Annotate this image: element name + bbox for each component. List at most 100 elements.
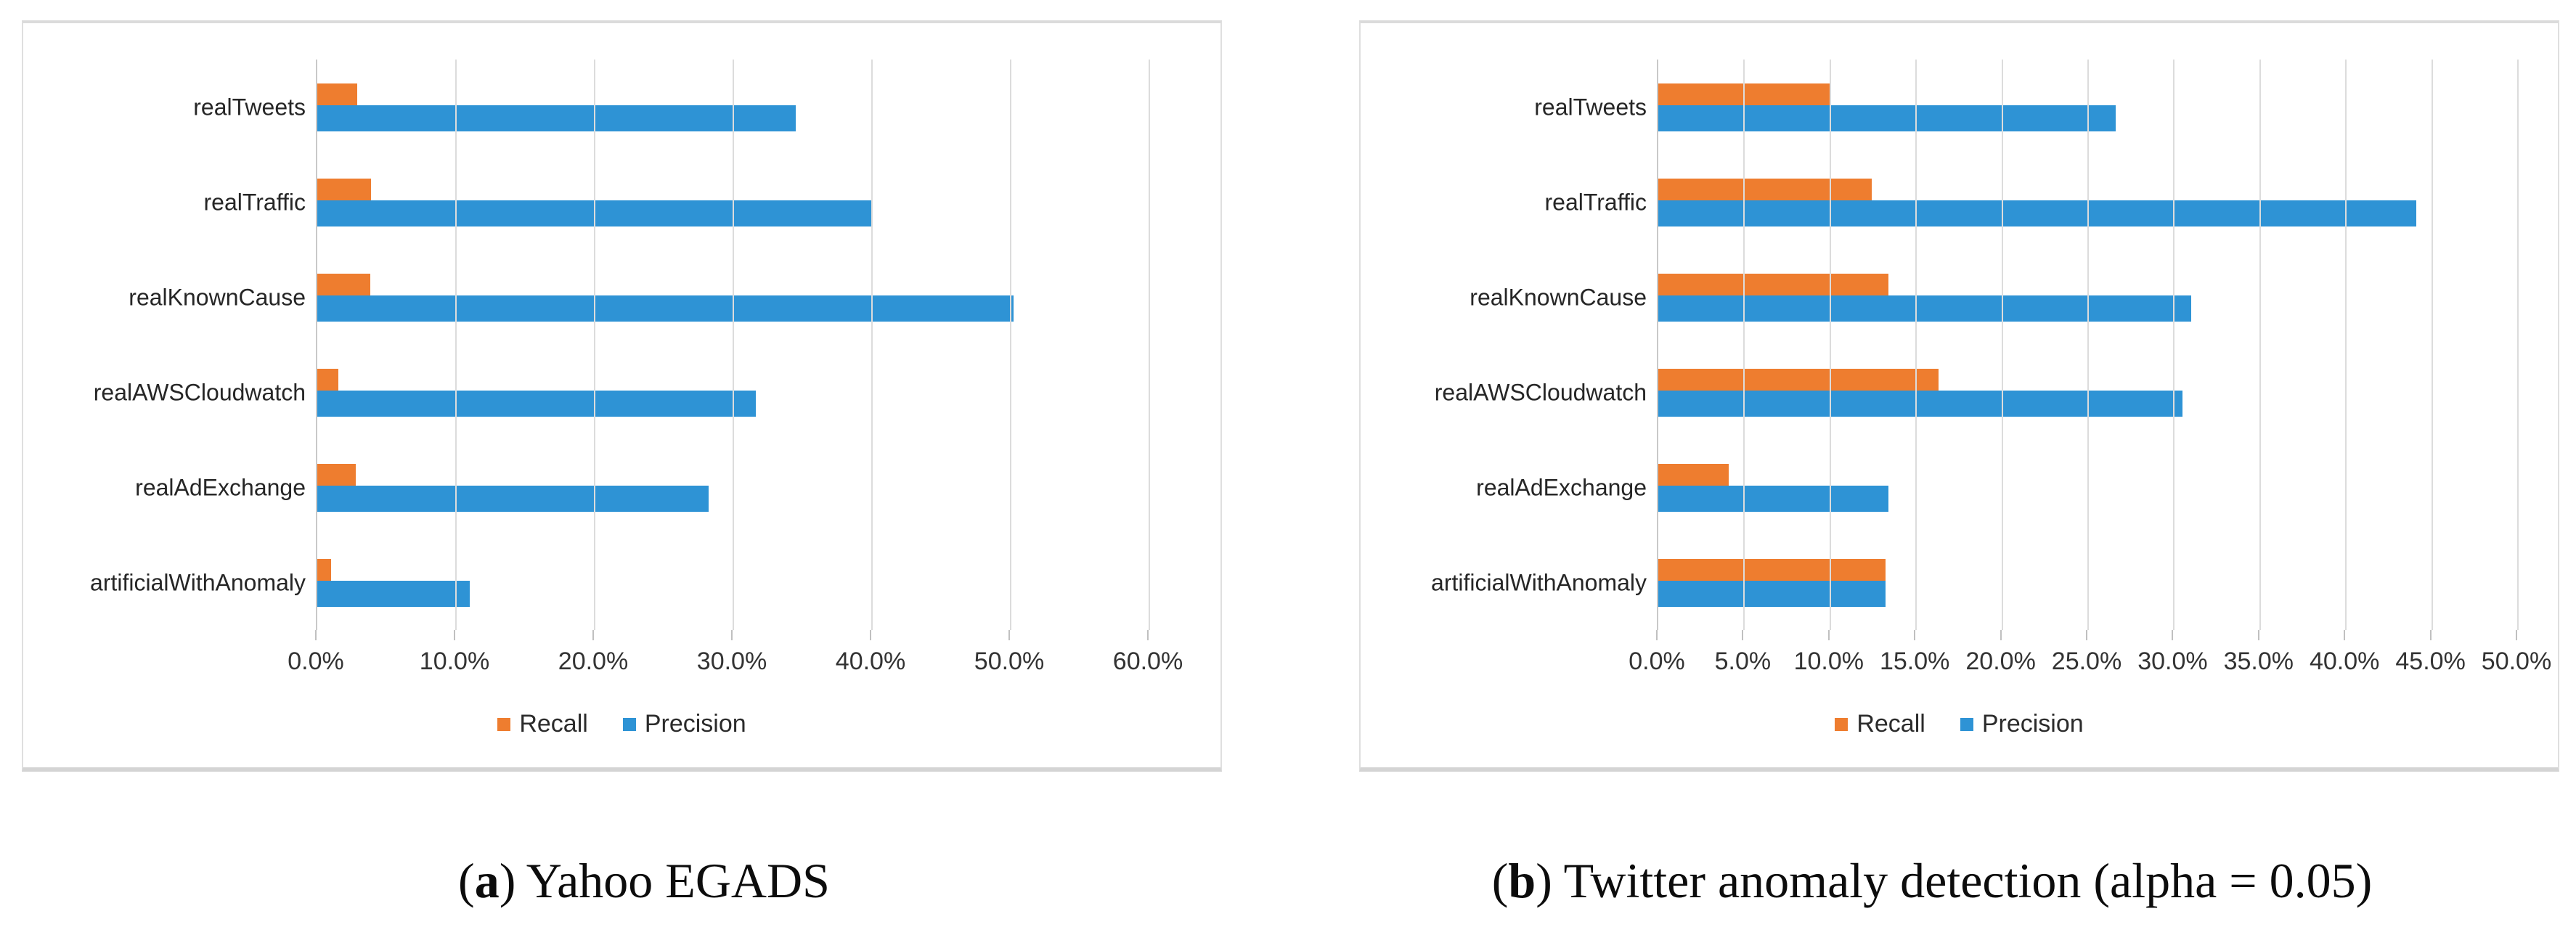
x-axis-tick xyxy=(1008,630,1010,640)
category-label: realTweets xyxy=(193,94,306,120)
x-axis-tick-label: 40.0% xyxy=(2309,648,2380,675)
precision-bar xyxy=(317,485,709,512)
recall-bar xyxy=(1658,178,1872,200)
x-axis-tick xyxy=(2344,630,2346,640)
x-axis-tick xyxy=(2257,630,2259,640)
x-axis-tick xyxy=(592,630,594,640)
recall-bar xyxy=(1658,463,1729,486)
recall-bar xyxy=(317,558,332,581)
gridline xyxy=(2431,60,2433,630)
x-axis-tick xyxy=(731,630,733,640)
precision-bar xyxy=(1658,200,2417,226)
x-axis-tick-label: 0.0% xyxy=(1629,648,1685,675)
category-label: artificialWithAnomaly xyxy=(1431,569,1647,595)
gridline xyxy=(2001,60,2003,630)
gridline xyxy=(733,60,734,630)
bar-group xyxy=(1658,273,2518,322)
gridline xyxy=(1010,60,1011,630)
x-axis-tick-label: 30.0% xyxy=(2137,648,2208,675)
chart-a-legend: Recall Precision xyxy=(23,710,1220,738)
bar-row: realKnownCause xyxy=(129,250,1149,345)
gridline xyxy=(2517,60,2519,630)
bar-row: artificialWithAnomaly xyxy=(1431,535,2518,630)
precision-bar xyxy=(1658,485,1889,512)
x-axis-tick-label: 35.0% xyxy=(2223,648,2294,675)
x-axis-tick xyxy=(2516,630,2517,640)
category-label: realAWSCloudwatch xyxy=(93,379,306,405)
precision-bar xyxy=(317,105,796,131)
precision-bar xyxy=(1658,295,2192,322)
recall-legend-label: Recall xyxy=(1856,710,1925,738)
x-axis-tick-label: 50.0% xyxy=(974,648,1045,675)
precision-bar xyxy=(1658,390,2183,417)
x-axis-tick xyxy=(1656,630,1658,640)
recall-bar xyxy=(317,463,356,486)
category-label: realKnownCause xyxy=(1470,284,1647,310)
precision-bar xyxy=(317,580,470,607)
bar-group xyxy=(317,558,1149,607)
caption-b: (b) Twitter anomaly detection (alpha = 0… xyxy=(1491,852,2373,908)
gridline xyxy=(1743,60,1745,630)
bar-row: realTraffic xyxy=(1545,155,2518,250)
x-axis-tick xyxy=(870,630,871,640)
chart-a-column: realTweets realTraffic realKnownCause realA… xyxy=(22,20,1222,908)
category-label: realAdExchange xyxy=(135,474,306,500)
recall-bar xyxy=(1658,273,1889,295)
precision-bar xyxy=(317,390,756,417)
chart-a-x-axis-ticks xyxy=(315,630,1149,640)
x-axis-tick xyxy=(1147,630,1149,640)
x-axis-tick-label: 20.0% xyxy=(558,648,629,675)
bar-row: realTweets xyxy=(193,60,1149,155)
x-axis-tick-label: 20.0% xyxy=(1965,648,2036,675)
bar-row: realKnownCause xyxy=(1470,250,2518,345)
chart-a-frame: realTweets realTraffic realKnownCause realA… xyxy=(22,20,1222,772)
recall-bar xyxy=(317,368,338,391)
x-axis-tick xyxy=(2172,630,2174,640)
x-axis-tick xyxy=(2000,630,2002,640)
precision-legend-label: Precision xyxy=(1981,710,2084,738)
caption-a-letter: a xyxy=(474,852,500,908)
chart-b-legend: Recall Precision xyxy=(1361,710,2558,738)
chart-a-rows: realTweets realTraffic realKnownCause realA… xyxy=(90,60,1149,630)
precision-bar xyxy=(1658,580,1886,607)
bar-group xyxy=(1658,178,2518,226)
bar-group xyxy=(317,368,1149,417)
x-axis-tick-label: 30.0% xyxy=(696,648,767,675)
chart-b-column: realTweets realTraffic realKnownCause realA… xyxy=(1288,0,2576,943)
legend-item-recall: Recall xyxy=(497,710,588,738)
bar-row: artificialWithAnomaly xyxy=(90,535,1149,630)
chart-b-x-axis-ticks xyxy=(1656,630,2517,640)
bar-row: realAWSCloudwatch xyxy=(1435,345,2518,440)
recall-bar xyxy=(1658,368,1939,391)
chart-b-frame: realTweets realTraffic realKnownCause realA… xyxy=(1359,20,2559,772)
chart-b-rows: realTweets realTraffic realKnownCause realA… xyxy=(1431,60,2518,630)
x-axis-tick xyxy=(1742,630,1744,640)
bar-group xyxy=(1658,558,2518,607)
category-label: realAdExchange xyxy=(1476,474,1647,500)
gridline xyxy=(2173,60,2175,630)
x-axis-tick xyxy=(315,630,317,640)
category-label: realAWSCloudwatch xyxy=(1434,379,1647,405)
x-axis-tick-label: 15.0% xyxy=(1879,648,1950,675)
category-label: realTraffic xyxy=(1544,189,1647,215)
x-axis-tick-label: 10.0% xyxy=(419,648,490,675)
chart-a-plot-area: realTweets realTraffic realKnownCause realA… xyxy=(90,60,1150,630)
recall-swatch-icon xyxy=(1835,717,1849,731)
gridline xyxy=(1829,60,1831,630)
chart-a-x-axis-labels: 0.0% 10.0% 20.0% 30.0% 40.0% 50.0% 60.0% xyxy=(288,648,1183,679)
caption-b-text: ) Twitter anomaly detection (alpha = 0.0… xyxy=(1536,852,2373,908)
recall-bar xyxy=(317,83,358,105)
x-axis-tick xyxy=(2086,630,2087,640)
chart-b-plot-area: realTweets realTraffic realKnownCause realA… xyxy=(1431,60,2519,630)
x-axis-tick-label: 40.0% xyxy=(835,648,906,675)
bar-group xyxy=(1658,368,2518,417)
chart-b-x-axis-labels: 0.0% 5.0% 10.0% 15.0% 20.0% 25.0% 30.0% 35.0% 40… xyxy=(1629,648,2551,679)
category-label: artificialWithAnomaly xyxy=(90,569,306,595)
bar-group xyxy=(317,273,1149,322)
x-axis-tick-label: 45.0% xyxy=(2395,648,2466,675)
gridline xyxy=(2259,60,2261,630)
bar-group xyxy=(317,83,1149,131)
precision-legend-label: Precision xyxy=(644,710,746,738)
recall-bar xyxy=(317,273,370,295)
